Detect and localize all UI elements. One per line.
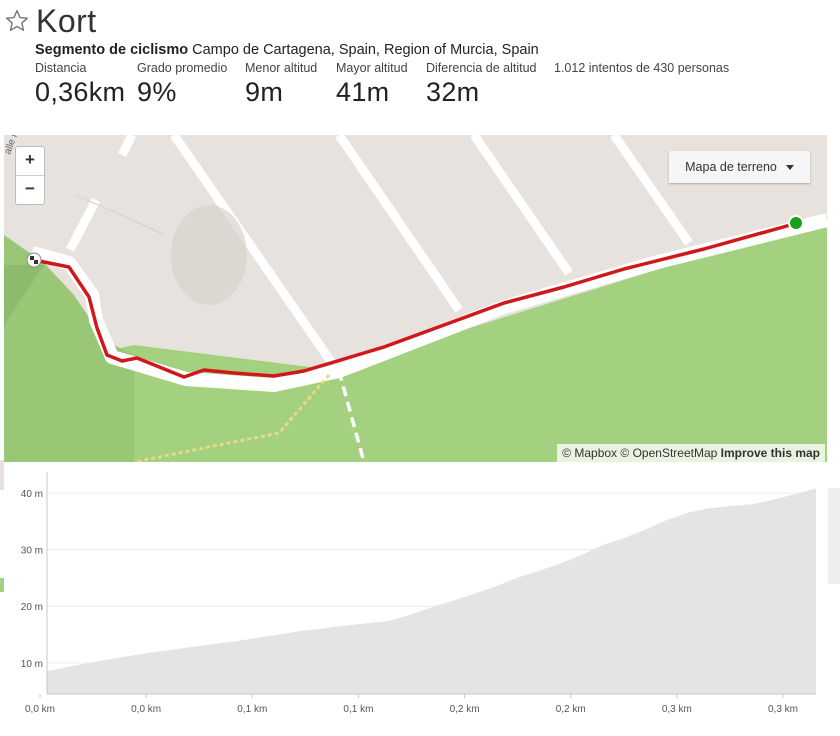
improve-map-link[interactable]: Improve this map: [720, 446, 820, 460]
map-canvas[interactable]: alle M: [4, 135, 827, 462]
stat-label: Diferencia de altitud: [426, 61, 537, 75]
zoom-out-button[interactable]: −: [16, 175, 44, 204]
stat-value: 32m: [426, 77, 480, 107]
map-layer-dropdown[interactable]: Mapa de terreno: [669, 151, 810, 183]
osm-link[interactable]: © OpenStreetMap: [620, 446, 718, 460]
stat-label: Distancia: [35, 61, 87, 75]
x-tick-label: 0,2 km: [450, 704, 480, 715]
stat-value: 0,36km: [35, 77, 126, 107]
stat-distance: Distancia 0,36km: [35, 61, 125, 108]
x-tick-label: 0,3 km: [662, 704, 692, 715]
segment-subtitle: Segmento de ciclismo Campo de Cartagena,…: [35, 42, 539, 58]
stat-label: Grado promedio: [137, 61, 228, 75]
x-tick-label: 0,0 km: [25, 704, 55, 715]
stat-value: 41m: [336, 77, 390, 107]
stat-value: 9m: [245, 77, 284, 107]
elevation-chart[interactable]: 10 m 20 m 30 m 40 m 0,0 km 0,0 km 0,1 km 0,1 km…: [0, 462, 828, 736]
left-edge-fragment: [0, 460, 4, 592]
route-line: [32, 222, 796, 379]
start-marker-icon[interactable]: [788, 215, 804, 231]
star-icon[interactable]: [4, 8, 30, 34]
segment-type: Segmento de ciclismo: [35, 42, 189, 58]
y-tick-label: 40 m: [21, 489, 43, 500]
y-tick-label: 20 m: [21, 602, 43, 613]
zoom-control: + −: [15, 146, 45, 205]
map-layer-label: Mapa de terreno: [685, 160, 777, 174]
elevation-area: [47, 488, 816, 694]
stat-lowest-elevation: Menor altitud 9m: [245, 61, 317, 108]
x-tick-label: 0,1 km: [237, 704, 267, 715]
chevron-down-icon: [785, 164, 794, 170]
segment-map[interactable]: alle M + − Mapa de terreno © Mapbox © Op…: [4, 135, 827, 462]
x-tick-label: 0,2 km: [556, 704, 586, 715]
stat-average-grade: Grado promedio 9%: [137, 61, 227, 108]
stat-elevation-difference: Diferencia de altitud 32m: [426, 61, 536, 108]
finish-marker-icon[interactable]: [26, 252, 42, 268]
stat-highest-elevation: Mayor altitud 41m: [336, 61, 408, 108]
stat-attempts: 1.012 intentos de 430 personas: [554, 61, 729, 75]
stat-label: Menor altitud: [245, 61, 318, 75]
x-tick-label: 0,0 km: [131, 704, 161, 715]
stat-label: 1.012 intentos de 430 personas: [554, 61, 730, 75]
title-row: Kort: [4, 2, 97, 40]
page-title: Kort: [36, 2, 97, 39]
zoom-in-button[interactable]: +: [25, 150, 35, 169]
x-tick-label: 0,1 km: [343, 704, 373, 715]
x-tick-label: 0,3 km: [768, 704, 798, 715]
segment-location: Campo de Cartagena, Spain, Region of Mur…: [192, 42, 539, 58]
right-edge-panel: [828, 488, 840, 584]
map-attribution: © Mapbox © OpenStreetMap Improve this ma…: [557, 444, 825, 462]
y-tick-label: 10 m: [21, 659, 43, 670]
stat-value: 9%: [137, 77, 177, 107]
mapbox-link[interactable]: © Mapbox: [562, 446, 618, 460]
y-tick-label: 30 m: [21, 546, 43, 557]
stat-label: Mayor altitud: [336, 61, 408, 75]
